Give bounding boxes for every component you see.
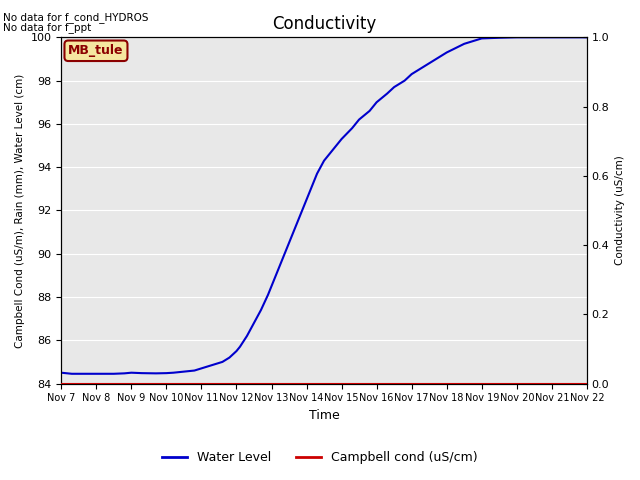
Text: No data for f_cond_HYDROS: No data for f_cond_HYDROS <box>3 12 148 23</box>
Y-axis label: Conductivity (uS/cm): Conductivity (uS/cm) <box>615 156 625 265</box>
Legend: Water Level, Campbell cond (uS/cm): Water Level, Campbell cond (uS/cm) <box>157 446 483 469</box>
Y-axis label: Campbell Cond (uS/m), Rain (mm), Water Level (cm): Campbell Cond (uS/m), Rain (mm), Water L… <box>15 73 25 348</box>
X-axis label: Time: Time <box>308 409 339 422</box>
Title: Conductivity: Conductivity <box>272 15 376 33</box>
Text: No data for f_ppt: No data for f_ppt <box>3 22 92 33</box>
Text: MB_tule: MB_tule <box>68 44 124 57</box>
